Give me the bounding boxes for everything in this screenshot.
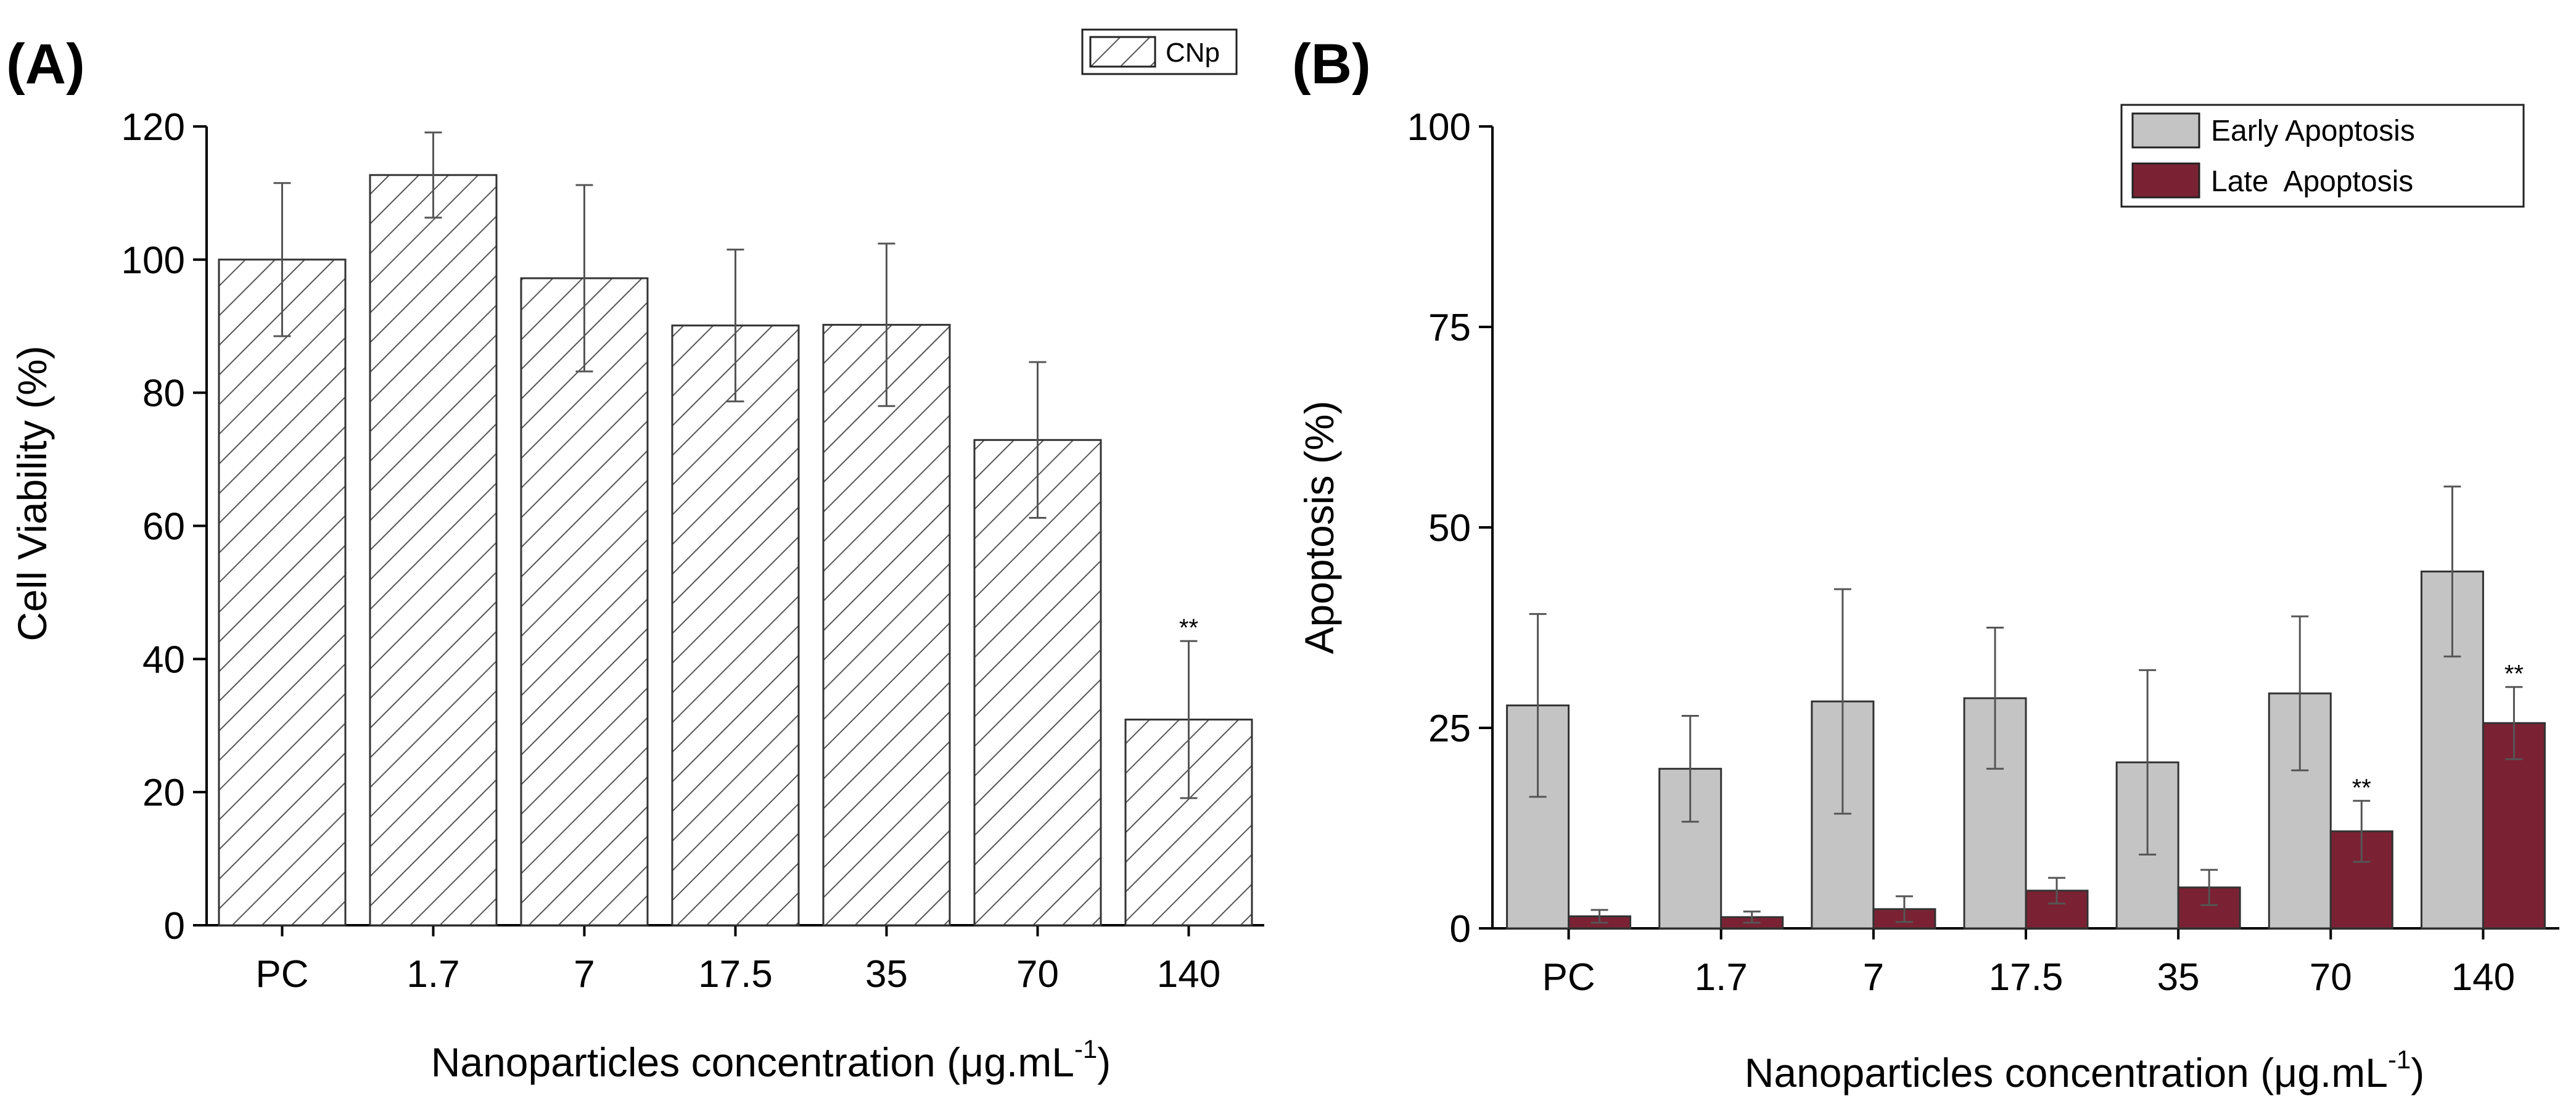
panel-a-y-tick-label: 60 [142,506,185,548]
panel-b-x-axis-title-exponent: -1 [2388,1045,2411,1074]
panel-b-x-axis-title-tail: ) [2411,1050,2424,1096]
panel-b-legend-label-late: Late Apoptosis [2211,165,2413,198]
panel-b-legend-label-early: Early Apoptosis [2211,115,2415,147]
panel-a-x-tick-label: 70 [1016,953,1059,996]
panel-a-x-axis-title-main: Nanoparticles concentration (μg.mL [431,1039,1074,1085]
panel-a-x-axis-title-tail: ) [1097,1039,1111,1085]
panel-a-x-tick-label: 35 [865,953,908,996]
panel-b-y-tick-label: 25 [1428,708,1471,750]
panel-a-chart: (A) 0 20 40 60 80 100 120 PC 1.7 7 17.5 35 70 140 ** C… [6,28,1264,1085]
panel-a-x-tick-label: 1.7 [406,953,459,996]
panel-b-y-tick-label: 0 [1450,908,1471,951]
panel-a-y-axis-title: Cell Viability (%) [9,345,55,641]
panel-b-significance-marker: ** [2504,661,2524,688]
panel-b-significance-marker: ** [2352,774,2371,801]
panel-a-y-tick-label: 40 [142,638,185,681]
panel-b-x-tick-label: PC [1542,956,1595,999]
panel-a-x-tick-label: 7 [574,953,595,996]
panel-b-legend-swatch-late [2131,162,2200,199]
panel-b-x-tick-label: 7 [1863,956,1884,999]
panel-a-x-tick-label: 140 [1157,953,1220,996]
panel-a-bar-s1 [369,174,498,926]
panel-a-y-tick-label: 80 [142,373,185,415]
panel-b-y-axis-title: Apoptosis (%) [1296,401,1342,654]
panel-b-x-tick-label: 70 [2310,956,2352,999]
panel-b-legend-swatch-early [2131,112,2200,149]
panel-a-legend-swatch [1089,36,1156,68]
panel-b-y-tick-label: 50 [1428,507,1471,550]
panel-b-legend: Early Apoptosis Late Apoptosis [2120,104,2525,208]
panel-b-y-tick-label: 100 [1407,106,1471,149]
panel-a-x-axis-title-exponent: -1 [1074,1034,1097,1063]
panel-a-y-tick-label: 100 [121,239,185,282]
panel-b-plot-area: 0 25 50 75 100 PC 1.7 7 17.5 35 70 140 ** ** [1407,106,2559,999]
panel-a-x-tick-label: PC [255,953,308,996]
panel-a-bar-s1 [822,324,951,926]
panel-a-label: (A) [6,33,85,96]
panel-a-y-tick-label: 120 [121,106,185,149]
panel-a-y-tick-label: 20 [142,772,185,814]
panel-b-x-tick-label: 17.5 [1989,956,2064,999]
panel-b-x-axis-title-main: Nanoparticles concentration (μg.mL [1745,1050,2388,1096]
panel-a-legend-label: CNp [1166,38,1220,68]
panel-a-significance-marker: ** [1179,614,1198,642]
panel-a-y-tick-label: 0 [164,905,185,947]
panel-a-x-tick-label: 17.5 [698,953,773,996]
panel-b-x-tick-label: 140 [2451,956,2515,999]
panel-a-bar-s1 [973,439,1102,926]
panel-a-x-axis-title: Nanoparticles concentration (μg.mL-1) [431,1034,1111,1085]
panel-a-legend: CNp [1081,28,1238,75]
panel-a-bar-s1 [520,277,649,926]
panel-b-x-axis-title: Nanoparticles concentration (μg.mL-1) [1745,1045,2425,1096]
panel-a-plot-area: 0 20 40 60 80 100 120 PC 1.7 7 17.5 35 70 140 ** [121,106,1264,996]
panel-a-bar-s1 [671,324,800,926]
panel-b-label: (B) [1292,33,1371,96]
panel-b-x-tick-label: 35 [2157,956,2200,999]
panel-a-bar-s1 [218,258,347,926]
panel-b-chart: (B) 0 25 50 75 100 PC 1.7 7 17.5 35 70 140 ** ** Earl… [1292,33,2559,1096]
panel-b-y-tick-label: 75 [1428,307,1471,349]
panel-b-x-tick-label: 1.7 [1695,956,1748,999]
